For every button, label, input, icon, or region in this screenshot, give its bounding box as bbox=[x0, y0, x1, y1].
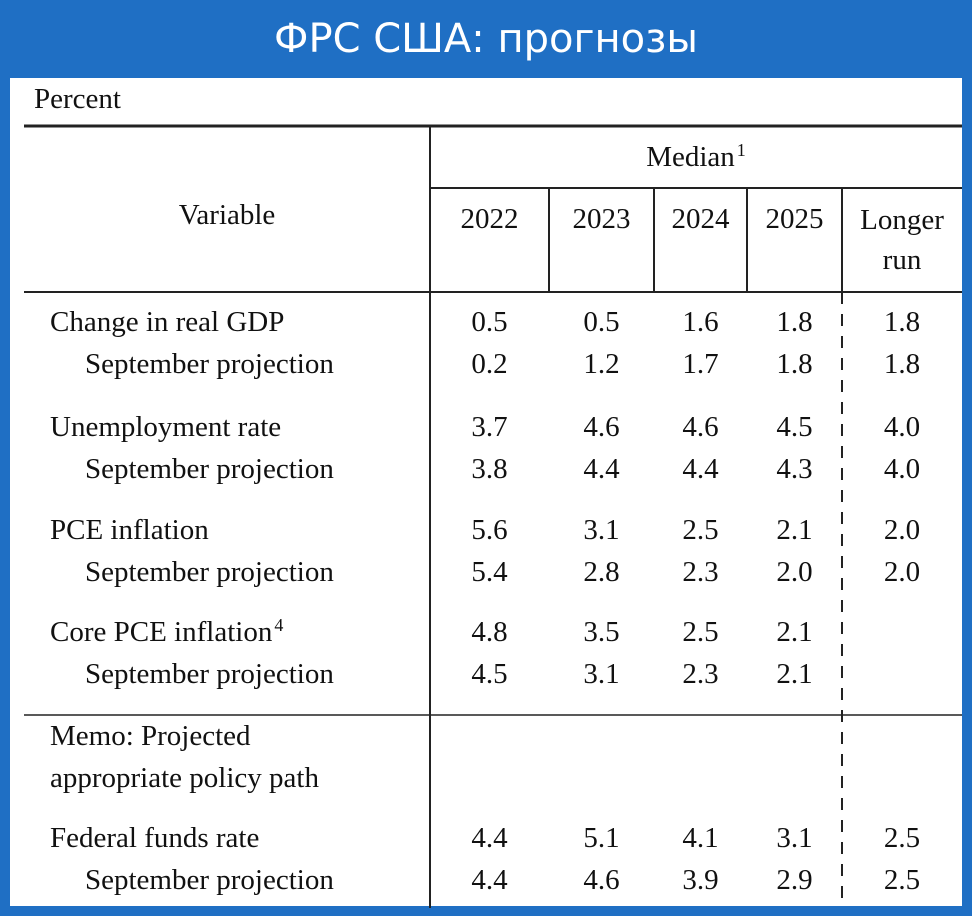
value: 2.3 bbox=[682, 658, 719, 690]
row-label-text: September projection bbox=[85, 556, 334, 588]
value: 0.5 bbox=[583, 306, 620, 338]
row-label-text: Federal funds rate bbox=[50, 822, 260, 854]
value: 1.2 bbox=[583, 348, 620, 380]
variable-header: Variable bbox=[178, 199, 276, 231]
value: 1.6 bbox=[682, 306, 719, 338]
memo-label: appropriate policy path bbox=[50, 762, 319, 794]
row-label-text: Core PCE inflation bbox=[50, 616, 273, 648]
row-label: PCE inflation bbox=[50, 512, 209, 548]
row-label: Federal funds rate bbox=[50, 820, 259, 856]
value: 4.5 bbox=[471, 658, 508, 690]
row-label: Core PCE inflation 4 bbox=[50, 614, 283, 650]
footnote-mark: 1 bbox=[736, 140, 746, 160]
value: 2.0 bbox=[883, 556, 921, 588]
value: 4.4 bbox=[471, 822, 508, 854]
value: 3.1 bbox=[583, 658, 620, 690]
value: 5.1 bbox=[583, 822, 620, 854]
column-header: 2024 bbox=[671, 203, 730, 235]
row-label-text: September projection bbox=[85, 348, 334, 380]
value: 4.6 bbox=[583, 864, 620, 896]
value: 4.4 bbox=[583, 453, 620, 485]
value: 1.8 bbox=[883, 306, 921, 338]
value: 3.1 bbox=[776, 822, 813, 854]
value: 3.9 bbox=[682, 864, 719, 896]
row-label-text: Unemployment rate bbox=[50, 411, 282, 443]
footnote-mark: 4 bbox=[274, 615, 284, 635]
row-label-text: PCE inflation bbox=[50, 514, 209, 546]
value: 2.8 bbox=[583, 556, 620, 588]
value: 1.8 bbox=[776, 348, 813, 380]
column-header: 2023 bbox=[572, 203, 631, 235]
value: 4.0 bbox=[883, 453, 921, 485]
group-header-text: Median bbox=[646, 141, 735, 173]
value: 3.8 bbox=[471, 453, 508, 485]
value: 0.2 bbox=[471, 348, 508, 380]
unit-label: Percent bbox=[34, 83, 121, 115]
row-label: September projection bbox=[85, 346, 334, 382]
value: 4.4 bbox=[682, 453, 719, 485]
value: 1.8 bbox=[883, 348, 921, 380]
value: 2.1 bbox=[776, 514, 813, 546]
value: 4.6 bbox=[682, 411, 719, 443]
value: 4.0 bbox=[883, 411, 921, 443]
value: 2.5 bbox=[883, 822, 921, 854]
value: 4.4 bbox=[471, 864, 508, 896]
row-label-text: Change in real GDP bbox=[50, 306, 285, 338]
value: 4.3 bbox=[776, 453, 813, 485]
value: 4.6 bbox=[583, 411, 620, 443]
row-label: September projection bbox=[85, 554, 334, 590]
value: 2.5 bbox=[682, 514, 719, 546]
value: 2.0 bbox=[776, 556, 813, 588]
row-label: Unemployment rate bbox=[50, 409, 281, 445]
value: 3.7 bbox=[471, 411, 508, 443]
title: ФРС США: прогнозы bbox=[274, 16, 698, 62]
row-label-text: September projection bbox=[85, 864, 334, 896]
value: 0.5 bbox=[471, 306, 508, 338]
value: 2.5 bbox=[883, 864, 921, 896]
value: 3.1 bbox=[583, 514, 620, 546]
value: 2.3 bbox=[682, 556, 719, 588]
value: 5.6 bbox=[471, 514, 508, 546]
column-header: 2025 bbox=[765, 203, 824, 235]
value: 1.8 bbox=[776, 306, 813, 338]
value: 4.5 bbox=[776, 411, 813, 443]
value: 3.5 bbox=[583, 616, 620, 648]
value: 2.1 bbox=[776, 616, 813, 648]
memo-label: Memo: Projected bbox=[50, 720, 251, 752]
group-header: Median 1 bbox=[430, 139, 962, 175]
value: 1.7 bbox=[682, 348, 719, 380]
value: 5.4 bbox=[471, 556, 508, 588]
value: 2.5 bbox=[682, 616, 719, 648]
row-label: September projection bbox=[85, 451, 334, 487]
row-label: September projection bbox=[85, 862, 334, 898]
row-label: September projection bbox=[85, 656, 334, 692]
column-header: 2022 bbox=[460, 203, 519, 235]
value: 4.1 bbox=[682, 822, 719, 854]
value: 2.0 bbox=[883, 514, 921, 546]
row-label-text: September projection bbox=[85, 658, 334, 690]
table-card bbox=[10, 78, 962, 906]
row-label-text: September projection bbox=[85, 453, 334, 485]
value: 4.8 bbox=[471, 616, 508, 648]
value: 2.1 bbox=[776, 658, 813, 690]
column-header: Longer run bbox=[860, 204, 944, 276]
row-label: Change in real GDP bbox=[50, 304, 284, 340]
value: 2.9 bbox=[776, 864, 813, 896]
